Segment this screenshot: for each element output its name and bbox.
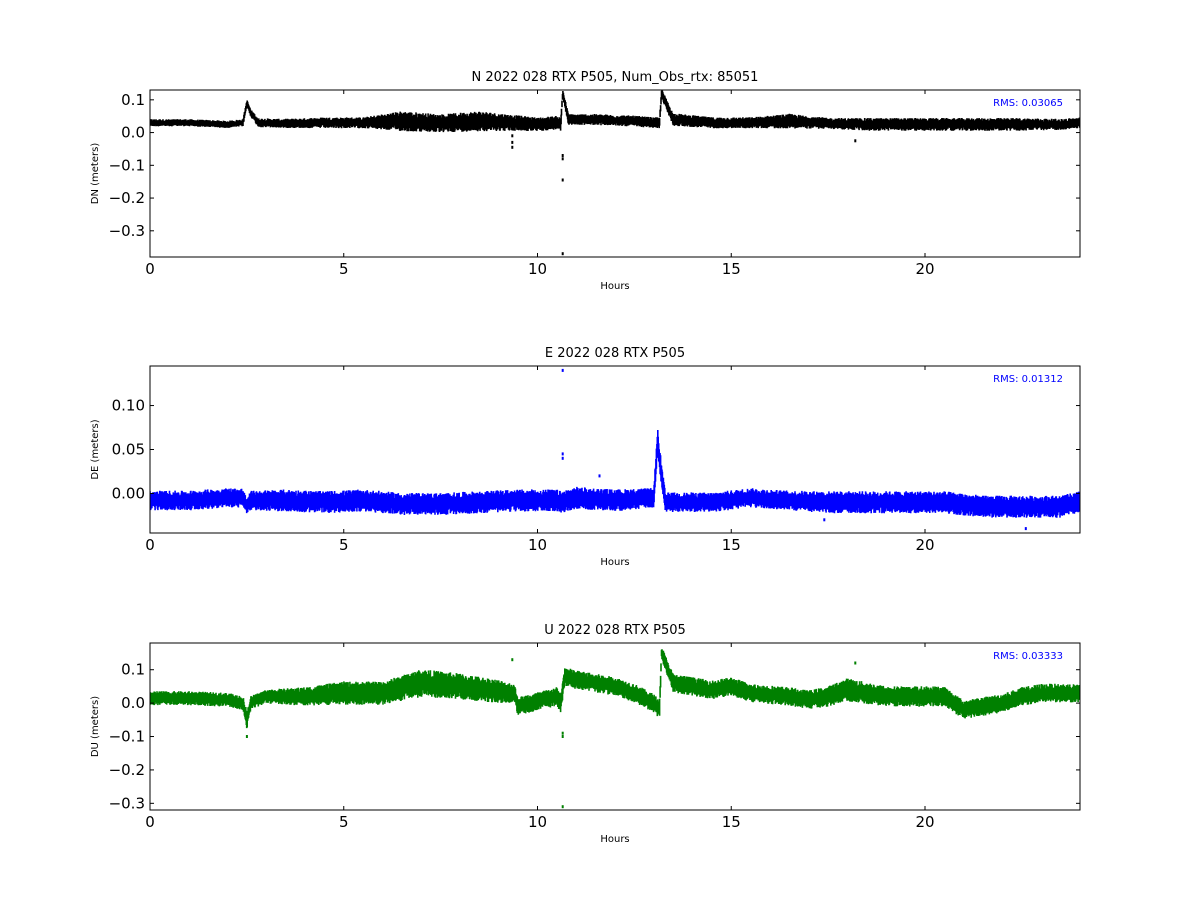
- up-outlier-point-3: [511, 658, 514, 662]
- up-x-tick-label: 0: [145, 813, 155, 831]
- east-series-0: [150, 430, 1080, 518]
- east-y-tick-label: 0.10: [112, 397, 145, 415]
- north-x-tick-label: 20: [915, 260, 934, 278]
- east-y-tick-label: 0.00: [112, 484, 145, 502]
- east-x-tick-label: 5: [339, 536, 349, 554]
- up-rms-annotation: RMS: 0.03333: [993, 651, 1063, 662]
- north-axes-frame: [149, 89, 1081, 258]
- north-rms-annotation: RMS: 0.03065: [993, 98, 1063, 109]
- east-x-tick-label: 20: [915, 536, 934, 554]
- north-y-tick-label: −0.2: [109, 189, 145, 207]
- up-y-axis-label: DU (meters): [90, 696, 101, 757]
- panel-north: 0 5 10 15 20 0.1 0.0 −0.1 −0.2 −0.3 N 2022 028 RTX…: [90, 70, 1081, 292]
- north-y-tick-label: 0.0: [121, 124, 145, 142]
- up-series-0: [150, 649, 1080, 729]
- panel-up: 0 5 10 15 20 0.1 0.0 −0.1 −0.2 −0.3 U 2022 028 RTX…: [90, 623, 1081, 845]
- east-outlier-point-5: [1024, 527, 1027, 531]
- north-chart-title: N 2022 028 RTX P505, Num_Obs_rtx: 85051: [472, 70, 759, 85]
- up-x-axis-label: Hours: [600, 834, 629, 845]
- north-x-tick-label: 5: [339, 260, 349, 278]
- up-x-tick-label: 10: [528, 813, 547, 831]
- up-outlier-point-2: [561, 805, 564, 809]
- east-x-tick-label: 15: [722, 536, 741, 554]
- east-outlier-point-4: [823, 518, 826, 522]
- north-y-tick-label: 0.1: [121, 91, 145, 109]
- up-x-tick-label: 20: [915, 813, 934, 831]
- up-outlier-point-5: [245, 735, 248, 738]
- north-x-tick-label: 15: [722, 260, 741, 278]
- east-outlier-point-2: [561, 456, 564, 460]
- east-x-tick-label: 10: [528, 536, 547, 554]
- east-x-tick-label: 0: [145, 536, 155, 554]
- north-y-tick-label: −0.3: [109, 222, 145, 240]
- north-x-tick-label: 0: [145, 260, 155, 278]
- up-outlier-point-0: [561, 731, 564, 735]
- up-x-tick-label: 5: [339, 813, 349, 831]
- north-x-axis-label: Hours: [600, 281, 629, 292]
- east-x-axis-label: Hours: [600, 557, 629, 568]
- north-outlier-point-6: [561, 252, 564, 256]
- north-outlier-point-2: [511, 145, 514, 149]
- north-outlier-point-4: [561, 157, 564, 161]
- east-chart-title: E 2022 028 RTX P505: [545, 346, 685, 361]
- up-y-tick-label: 0.0: [121, 694, 145, 712]
- north-y-tick-label: −0.1: [109, 156, 145, 174]
- east-rms-annotation: RMS: 0.01312: [993, 374, 1063, 385]
- up-outlier-point-1: [561, 735, 564, 738]
- up-x-tick-label: 15: [722, 813, 741, 831]
- up-outlier-point-4: [854, 661, 857, 665]
- north-outlier-point-3: [561, 154, 564, 157]
- up-axes-frame: [149, 642, 1081, 811]
- panel-east: 0 5 10 15 20 0.10 0.05 0.00 E 2022 028 RTX P505 H…: [90, 346, 1081, 568]
- up-y-tick-label: 0.1: [121, 661, 145, 679]
- north-y-axis-label: DN (meters): [90, 143, 101, 205]
- north-x-tick-label: 10: [528, 260, 547, 278]
- up-chart-title: U 2022 028 RTX P505: [544, 623, 686, 638]
- up-y-tick-label: −0.2: [109, 761, 145, 779]
- north-outlier-point-7: [854, 139, 857, 143]
- east-outlier-point-3: [598, 474, 601, 478]
- east-outlier-point-1: [561, 452, 564, 456]
- north-outlier-point-0: [511, 134, 514, 138]
- east-y-axis-label: DE (meters): [90, 419, 101, 479]
- north-outlier-point-5: [561, 178, 564, 182]
- up-y-tick-label: −0.1: [109, 728, 145, 746]
- up-y-tick-label: −0.3: [109, 794, 145, 812]
- north-series-0: [150, 90, 1080, 133]
- east-outlier-point-0: [561, 368, 564, 372]
- east-y-tick-label: 0.05: [112, 441, 145, 459]
- north-outlier-point-1: [511, 140, 514, 144]
